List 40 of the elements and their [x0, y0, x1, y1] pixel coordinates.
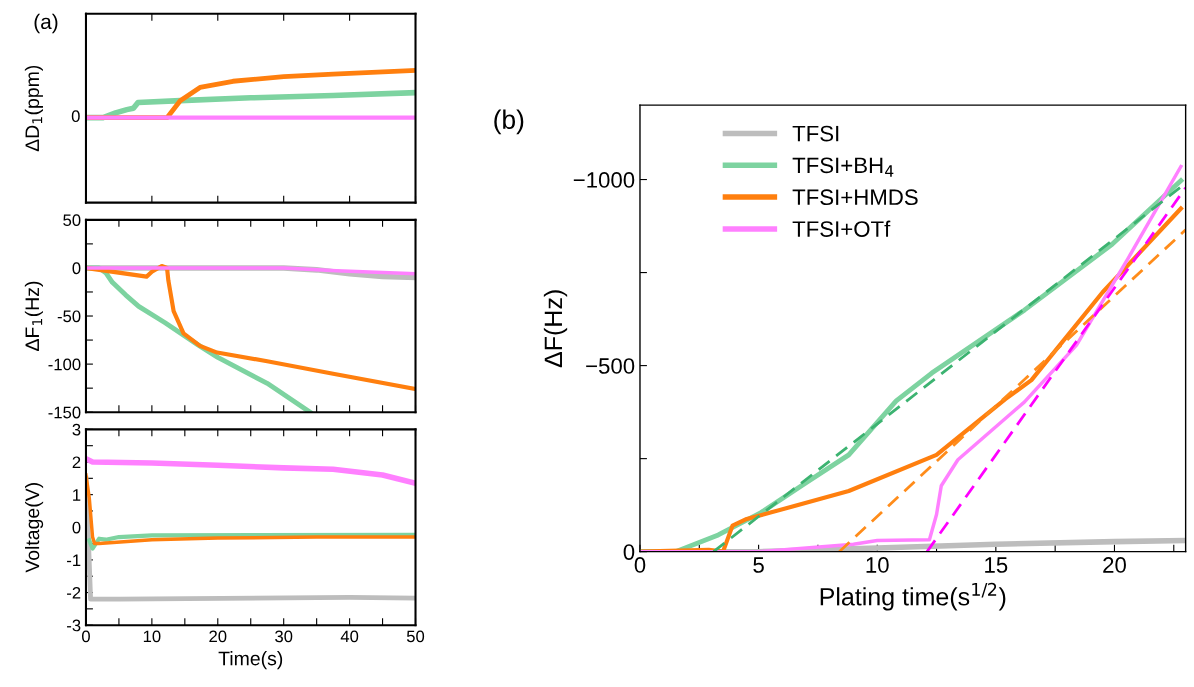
- y-axis-title: ΔF$_{1}$(Hz): [24, 281, 43, 351]
- y-tick-label: -100: [48, 358, 81, 371]
- x-tick-label: 15: [985, 557, 1008, 573]
- x-axis-title: Time(s): [218, 651, 283, 670]
- x-axis-title: Plating time(s$^{1/2}$): [820, 582, 1006, 611]
- x-tick-label: 5: [753, 557, 764, 573]
- x-tick-label: 30: [275, 630, 293, 643]
- y-tick-label: -50: [57, 310, 81, 323]
- line-series: [85, 473, 416, 546]
- y-tick-label: 2: [72, 456, 81, 469]
- x-tick-label: 50: [406, 630, 425, 643]
- y-axis-title: ΔD$_{1}$(ppm): [24, 65, 43, 152]
- x-tick-label: 20: [1103, 557, 1126, 573]
- y-axis-title: Voltage(V): [25, 483, 44, 573]
- y-tick-label: -150: [48, 406, 81, 419]
- y-tick-label: 1: [73, 489, 81, 501]
- y-tick-label: 0: [623, 544, 635, 560]
- x-tick-label: 0: [81, 630, 90, 643]
- legend-label: TFSI+OTf: [792, 220, 891, 237]
- text: (a): [34, 13, 58, 34]
- y-tick-label: 0: [72, 262, 81, 275]
- x-tick-label: 10: [143, 630, 161, 643]
- legend-label: TFSI+BH$_{4}$: [792, 157, 894, 177]
- legend-label: TFSI+HMDS: [792, 189, 918, 206]
- legend-label: TFSI: [792, 125, 839, 142]
- y-tick-label: -1: [67, 554, 81, 566]
- x-tick-label: 10: [866, 557, 889, 573]
- y-tick-label: 50: [63, 214, 81, 227]
- y-tick-label: -3: [67, 619, 81, 632]
- y-tick-label: 0: [72, 521, 81, 534]
- x-tick-label: 40: [340, 630, 359, 643]
- y-axis-title: ΔF(Hz): [543, 290, 568, 368]
- y-tick-label: 3: [72, 423, 81, 436]
- text: (b): [494, 109, 524, 135]
- y-tick-label: −500: [586, 358, 635, 374]
- y-tick-label: −1000: [573, 172, 635, 188]
- x-tick-label: 0: [634, 557, 646, 573]
- x-tick-label: 20: [209, 630, 227, 643]
- line-series: [87, 532, 416, 551]
- y-tick-label: -2: [67, 586, 81, 599]
